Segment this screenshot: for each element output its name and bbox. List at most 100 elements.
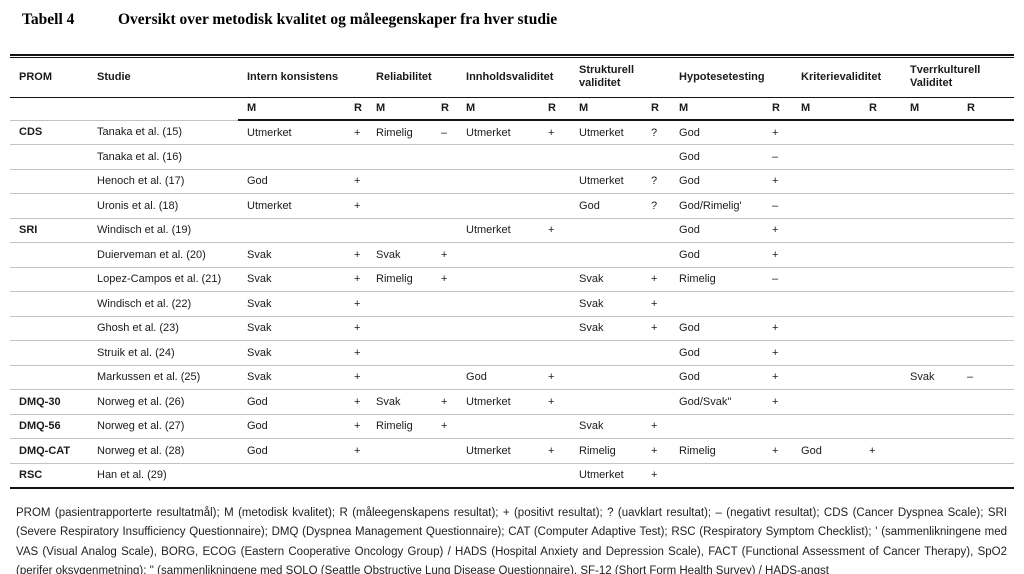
m-value-cell [238,462,345,489]
studie-cell: Windisch et al. (19) [88,217,238,243]
table-row: DMQ-56 Norweg et al. (27) God + Rimelig + Svak… [10,413,1015,439]
m-value-cell: Svak [570,315,643,341]
r-value-cell [345,462,368,489]
r-value-cell: + [432,242,458,267]
m-value-cell: Utmerket [238,193,345,218]
m-value-cell [457,266,540,292]
r-value-cell: + [345,193,368,218]
table-footnote: PROM (pasientrapporterte resultatmål); M… [16,506,1007,574]
prom-cell: CDS [19,126,43,139]
column-header-studie: Studie [88,58,238,98]
r-value-cell [432,193,458,218]
m-value-cell: God [670,168,764,194]
table-row: DMQ-30 Norweg et al. (26) God + Svak + Utmerke… [10,389,1015,414]
m-value-cell [457,193,540,218]
r-value-cell: + [432,413,458,439]
r-value-cell: + [539,389,571,414]
r-value-cell [642,242,671,267]
r-value-cell [539,413,571,439]
prom-cell [10,315,88,341]
studie-cell: Norweg et al. (28) [88,438,238,463]
r-value-cell: ? [651,126,658,139]
m-value-cell: Utmerket [457,438,540,463]
studie-cell: Markussen et al. (25) [88,364,238,390]
r-value-cell: + [345,242,368,267]
group-header-1: Reliabilitet [367,58,458,98]
m-value-cell: God [670,340,764,365]
m-value-cell [367,291,433,316]
r-value-cell: + [539,438,571,463]
r-value-cell [432,462,458,489]
studie-cell: Windisch et al. (22) [88,291,238,316]
r-value-cell: + [345,413,368,439]
r-value-cell: + [345,266,368,292]
m-value-cell [792,193,861,218]
r-value-cell: – [763,193,793,218]
r-value-cell: – [958,364,1015,390]
m-value-cell: Rimelig [376,126,413,139]
r-value-cell [432,315,458,341]
m-value-cell: Svak [901,364,959,390]
table-caption: Tabell 4 Oversikt over metodisk kvalitet … [0,0,1024,29]
m-value-cell [901,340,959,365]
table-row: Struik et al. (24) Svak + God + [10,340,1015,365]
r-value-cell [642,144,671,169]
subheader-m: M [457,97,540,121]
m-value-cell: God [670,242,764,267]
m-value-cell: Svak [238,291,345,316]
r-value-cell: + [763,242,793,267]
r-value-cell [958,389,1015,414]
studie-cell: Ghosh et al. (23) [88,315,238,341]
m-value-cell [901,413,959,439]
column-header-prom: PROM [10,58,88,98]
m-value-cell: Utmerket [247,126,292,139]
subheader-r: R [539,97,571,121]
m-value-cell [367,462,433,489]
m-value-cell [670,462,764,489]
prom-cell [10,168,88,194]
table-row: Ghosh et al. (23) Svak + Svak + God + [10,315,1015,341]
m-value-cell [670,291,764,316]
subheader-m: M [670,97,764,121]
m-value-cell: Svak [238,266,345,292]
m-value-cell: God [679,126,700,139]
m-value-cell [792,389,861,414]
group-header-5: Kriterievaliditet [792,58,902,98]
prom-cell: DMQ-56 [10,413,88,439]
r-value-cell: + [642,413,671,439]
r-value-cell [763,413,793,439]
r-value-cell [345,217,368,243]
m-value-cell [238,144,345,169]
r-value-cell: + [763,389,793,414]
m-value-cell: Svak [570,266,643,292]
r-value-cell [432,144,458,169]
r-value-cell: + [345,438,368,463]
prom-cell [10,242,88,267]
subheader-r: R [432,97,458,121]
m-value-cell [457,242,540,267]
r-value-cell [860,144,902,169]
r-value-cell: – [763,144,793,169]
table-row: Markussen et al. (25) Svak + God + God + Svak – [10,364,1015,390]
m-value-cell: God [238,438,345,463]
m-value-cell: Utmerket [466,126,511,139]
r-value-cell [539,144,571,169]
r-value-cell [860,315,902,341]
r-value-cell [958,217,1015,243]
table-row: DMQ-CAT Norweg et al. (28) God + Utmerket + Ri… [10,438,1015,463]
m-value-cell [901,315,959,341]
r-value-cell [958,315,1015,341]
m-value-cell [367,315,433,341]
m-value-cell [367,144,433,169]
group-header-6: Tverrkulturell Validitet [901,58,1015,98]
m-value-cell: God [238,168,345,194]
r-value-cell: + [432,266,458,292]
m-value-cell [792,340,861,365]
m-value-cell [792,120,860,145]
m-value-cell: Svak [238,364,345,390]
subheader-m: M [367,97,433,121]
r-value-cell [432,340,458,365]
table-head: PROM Studie Intern konsistens Reliabilite… [10,58,1015,121]
r-value-cell [642,217,671,243]
